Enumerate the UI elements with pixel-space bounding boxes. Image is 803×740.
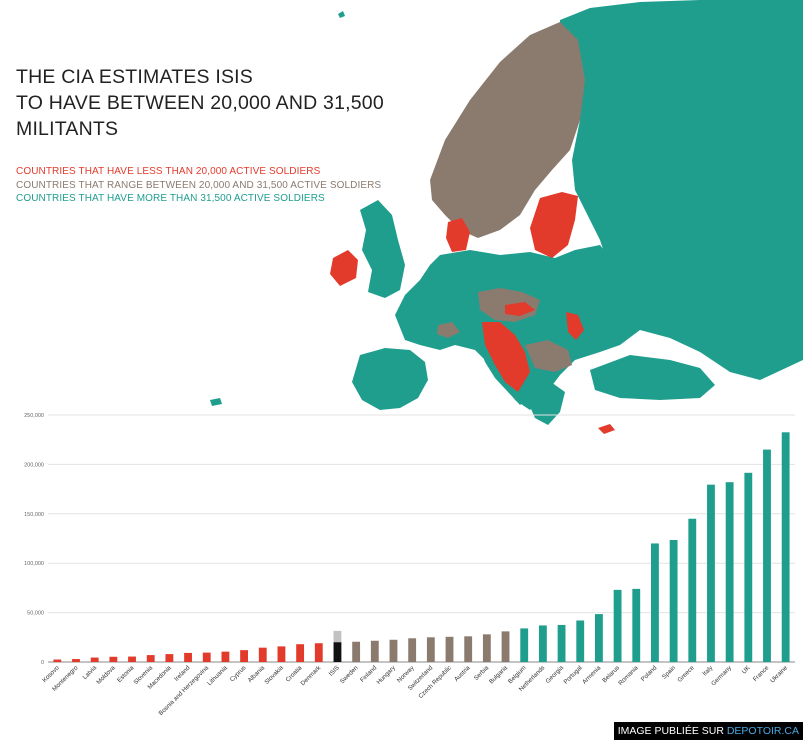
x-tick-label: ISIS (328, 664, 341, 677)
europe-map (210, 0, 803, 434)
bar (277, 646, 286, 662)
x-tick-label: Portugal (562, 664, 583, 685)
legend-high: COUNTRIES THAT HAVE MORE THAN 31,500 ACT… (16, 193, 325, 204)
x-tick-label: Hungary (375, 664, 397, 686)
credit-banner: IMAGE PUBLIÉE SUR DEPOTOIR.CA (613, 722, 803, 740)
x-tick-label: Slovakia (263, 664, 285, 686)
credit-site-link[interactable]: DEPOTOIR.CA (726, 725, 799, 737)
map-island-left (210, 398, 222, 406)
legend: COUNTRIES THAT HAVE LESS THAN 20,000 ACT… (16, 165, 381, 206)
map-uk (360, 200, 405, 298)
map-balkans-low (482, 322, 530, 392)
x-tick-label: Austria (453, 664, 472, 683)
y-tick-label: 0 (41, 660, 44, 666)
x-tick-label: Bulgaria (488, 664, 509, 685)
map-turkey-caucasus (590, 355, 715, 400)
bar (352, 641, 361, 662)
map-greece (528, 380, 565, 425)
x-tick-label: France (752, 664, 771, 683)
x-tick-label: UK (741, 664, 753, 676)
bar-chart: 050,000100,000150,000200,000250,000Kosov… (24, 413, 795, 717)
bar (482, 634, 491, 662)
isis-range-bar (333, 630, 342, 643)
bar (744, 472, 753, 662)
bar (464, 636, 473, 662)
bar (520, 628, 529, 662)
bar (240, 650, 249, 662)
map-baltics (530, 192, 578, 258)
bar (781, 432, 790, 662)
bar (445, 636, 454, 662)
bar (314, 643, 323, 662)
bar (557, 624, 566, 662)
y-tick-label: 100,000 (24, 561, 44, 567)
map-cyprus (598, 424, 615, 434)
x-tick-label: Cyprus (229, 664, 248, 683)
x-tick-label: Ukraine (769, 664, 789, 684)
bar (725, 482, 734, 662)
bar (184, 652, 192, 662)
bar (651, 543, 659, 662)
bar (594, 614, 603, 662)
bar (90, 657, 99, 662)
map-mainland-europe (395, 245, 640, 410)
map-slovakia (505, 302, 535, 316)
chart-title: THE CIA ESTIMATES ISIS TO HAVE BETWEEN 2… (16, 64, 436, 142)
bar (426, 637, 435, 662)
map-scandinavia (430, 22, 585, 238)
bar (613, 589, 622, 662)
bar (669, 539, 678, 662)
x-tick-label: Romania (617, 664, 640, 687)
bar (146, 655, 155, 662)
bar (72, 659, 80, 662)
legend-low: COUNTRIES THAT HAVE LESS THAN 20,000 ACT… (16, 166, 321, 177)
y-tick-label: 250,000 (24, 413, 44, 419)
y-tick-label: 200,000 (24, 462, 44, 468)
map-moldova (566, 312, 584, 340)
bar (202, 652, 211, 662)
bar (296, 644, 305, 662)
title-line-1: THE CIA ESTIMATES ISIS (16, 66, 254, 88)
x-tick-label: Moldova (95, 664, 117, 686)
y-tick-label: 150,000 (24, 512, 44, 518)
x-tick-label: Lithuania (206, 664, 229, 687)
x-tick-label: Italy (701, 664, 715, 678)
bar (389, 639, 398, 662)
x-tick-label: Poland (640, 664, 659, 683)
bar (53, 659, 62, 662)
map-switzerland (437, 322, 460, 338)
bar (538, 625, 547, 662)
bar (128, 656, 136, 662)
bar (707, 484, 715, 662)
x-tick-label: Spain (661, 664, 678, 681)
title-line-2: TO HAVE BETWEEN 20,000 AND 31,500 (16, 92, 384, 114)
bar (576, 620, 585, 662)
bar (370, 640, 379, 662)
bar (632, 588, 641, 662)
bar (408, 638, 417, 662)
title-line-3: MILITANTS (16, 118, 119, 140)
x-tick-label: Armenia (581, 664, 603, 686)
x-tick-label: Greece (676, 664, 696, 684)
bar (221, 651, 230, 662)
x-tick-label: Germany (710, 664, 734, 688)
y-tick-label: 50,000 (27, 611, 44, 617)
map-balkans-mid (525, 340, 572, 372)
map-iberia (352, 348, 428, 410)
bar (763, 449, 771, 662)
map-island-top (338, 11, 345, 18)
bar (165, 654, 174, 662)
bar (688, 518, 697, 662)
x-tick-label: Denmark (299, 664, 322, 687)
bar (109, 656, 118, 662)
legend-mid: COUNTRIES THAT RANGE BETWEEN 20,000 AND … (16, 179, 382, 191)
x-tick-label: Latvia (81, 664, 98, 681)
x-tick-label: Sweden (339, 664, 360, 685)
bar (258, 647, 267, 662)
map-denmark (446, 218, 470, 252)
bar (501, 631, 510, 662)
bar-isis (333, 642, 342, 662)
map-ireland (330, 250, 358, 286)
credit-prefix: IMAGE PUBLIÉE SUR (617, 725, 727, 737)
